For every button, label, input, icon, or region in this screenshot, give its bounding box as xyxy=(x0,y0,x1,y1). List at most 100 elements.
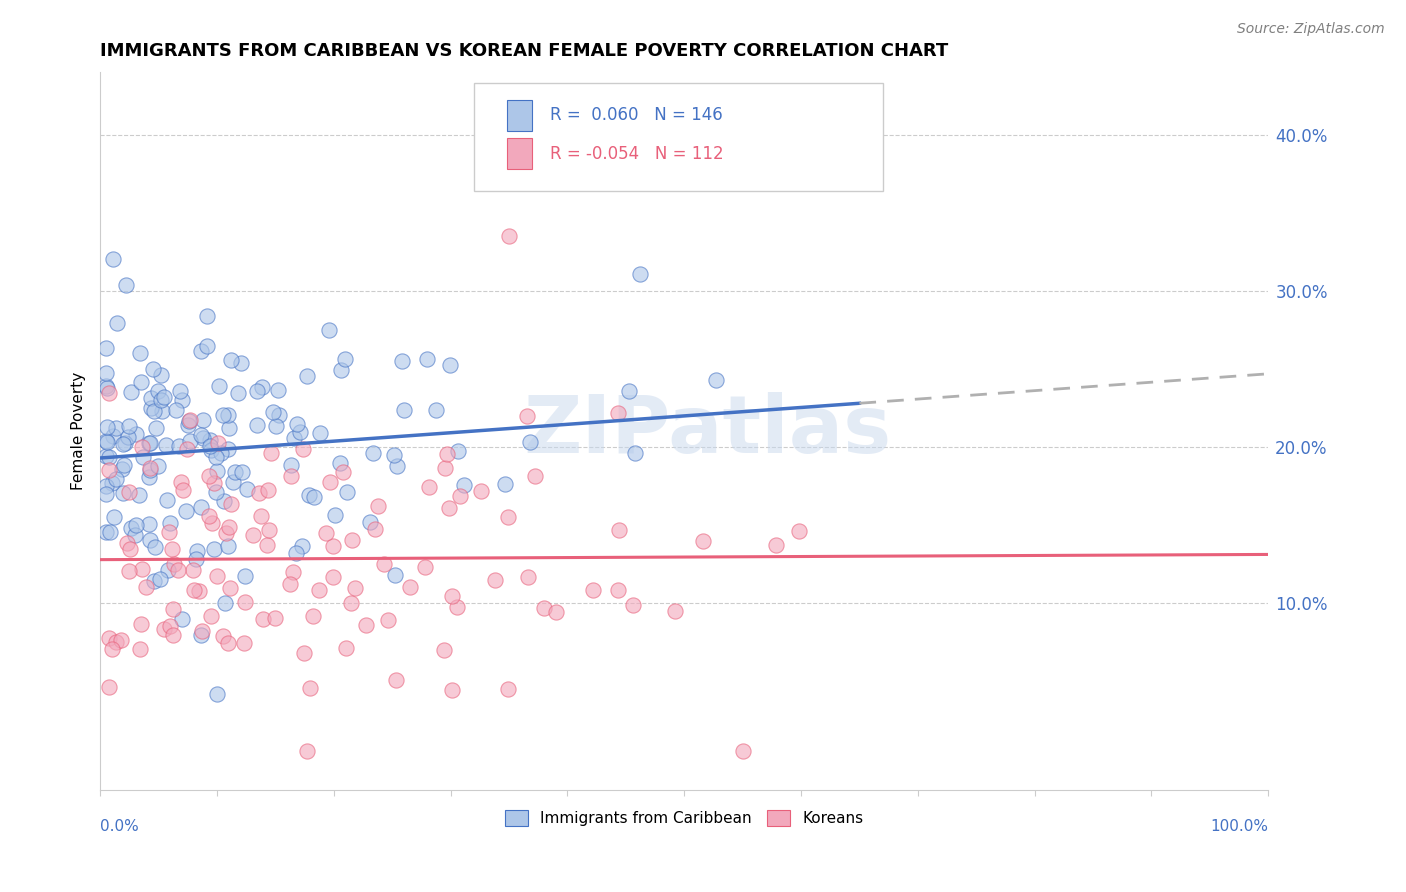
Point xyxy=(280,458,302,472)
Point xyxy=(447,444,470,458)
Point xyxy=(202,475,225,490)
Point xyxy=(218,636,240,650)
Point xyxy=(449,489,471,503)
Point xyxy=(433,460,456,475)
Text: ZIPatlas: ZIPatlas xyxy=(523,392,891,470)
Point xyxy=(193,431,215,445)
Point xyxy=(143,574,166,589)
Point xyxy=(105,421,128,435)
Point xyxy=(252,379,274,393)
Point xyxy=(111,437,134,451)
Point xyxy=(94,479,117,493)
Point xyxy=(94,487,117,501)
Point xyxy=(231,466,253,480)
Point xyxy=(142,404,165,418)
Point xyxy=(94,449,117,463)
Point xyxy=(150,404,173,418)
Point xyxy=(292,442,315,456)
Point xyxy=(141,401,163,415)
Point xyxy=(138,469,160,483)
Point xyxy=(190,627,212,641)
Point xyxy=(285,417,308,431)
Point xyxy=(205,464,228,478)
Point xyxy=(498,229,520,244)
Point xyxy=(170,475,193,489)
Point xyxy=(269,408,291,422)
Point xyxy=(190,500,212,515)
Point xyxy=(246,384,269,399)
Point xyxy=(143,540,166,554)
Point xyxy=(267,383,290,397)
Point xyxy=(148,384,170,398)
Point xyxy=(335,352,357,367)
Point xyxy=(765,538,787,552)
Point xyxy=(787,524,810,538)
Point xyxy=(284,546,307,560)
Point xyxy=(359,515,381,529)
Point xyxy=(198,433,221,447)
Point xyxy=(139,533,162,547)
Point xyxy=(138,516,160,531)
Point xyxy=(260,445,283,459)
Point xyxy=(329,456,352,470)
Point xyxy=(692,533,714,548)
Point xyxy=(233,569,256,583)
Point xyxy=(149,572,172,586)
Point xyxy=(214,596,236,610)
Point xyxy=(295,368,318,383)
Point xyxy=(336,484,359,499)
Point xyxy=(484,573,506,587)
Point xyxy=(322,570,344,584)
Point xyxy=(385,673,408,687)
Point xyxy=(630,268,652,282)
Point xyxy=(125,517,148,532)
Point xyxy=(125,426,148,441)
Point xyxy=(149,368,172,382)
Point xyxy=(105,635,128,649)
Point xyxy=(162,602,184,616)
Text: IMMIGRANTS FROM CARIBBEAN VS KOREAN FEMALE POVERTY CORRELATION CHART: IMMIGRANTS FROM CARIBBEAN VS KOREAN FEMA… xyxy=(100,42,949,60)
Point xyxy=(153,390,176,404)
Point xyxy=(98,450,121,464)
Point xyxy=(394,403,416,417)
Point xyxy=(174,503,197,517)
Point xyxy=(145,420,167,434)
Point xyxy=(257,483,280,498)
Point xyxy=(516,569,538,583)
Point xyxy=(332,465,354,479)
Point xyxy=(132,450,155,465)
Point xyxy=(120,384,142,399)
Point xyxy=(120,521,142,535)
Point xyxy=(120,541,142,556)
Point xyxy=(233,595,256,609)
Point xyxy=(183,582,205,597)
Point xyxy=(217,539,239,553)
Point xyxy=(103,510,125,524)
Point xyxy=(339,596,361,610)
Point xyxy=(100,476,122,491)
Point xyxy=(494,477,516,491)
Point xyxy=(170,612,193,626)
Point xyxy=(169,384,191,398)
Point xyxy=(418,480,440,494)
Point xyxy=(384,567,406,582)
Point xyxy=(97,386,120,401)
Point xyxy=(218,520,240,534)
Point xyxy=(330,362,353,376)
Point xyxy=(138,436,160,450)
Point xyxy=(117,418,139,433)
Bar xyxy=(506,138,533,169)
Point xyxy=(114,435,136,450)
Point xyxy=(156,492,179,507)
Point xyxy=(207,435,229,450)
Point xyxy=(97,462,120,476)
Point xyxy=(110,632,132,647)
Point xyxy=(162,628,184,642)
Point xyxy=(292,646,315,660)
Point xyxy=(297,744,319,758)
Point xyxy=(176,442,198,456)
Point xyxy=(97,680,120,694)
Point xyxy=(257,523,280,537)
Point xyxy=(218,421,240,435)
Point xyxy=(664,603,686,617)
